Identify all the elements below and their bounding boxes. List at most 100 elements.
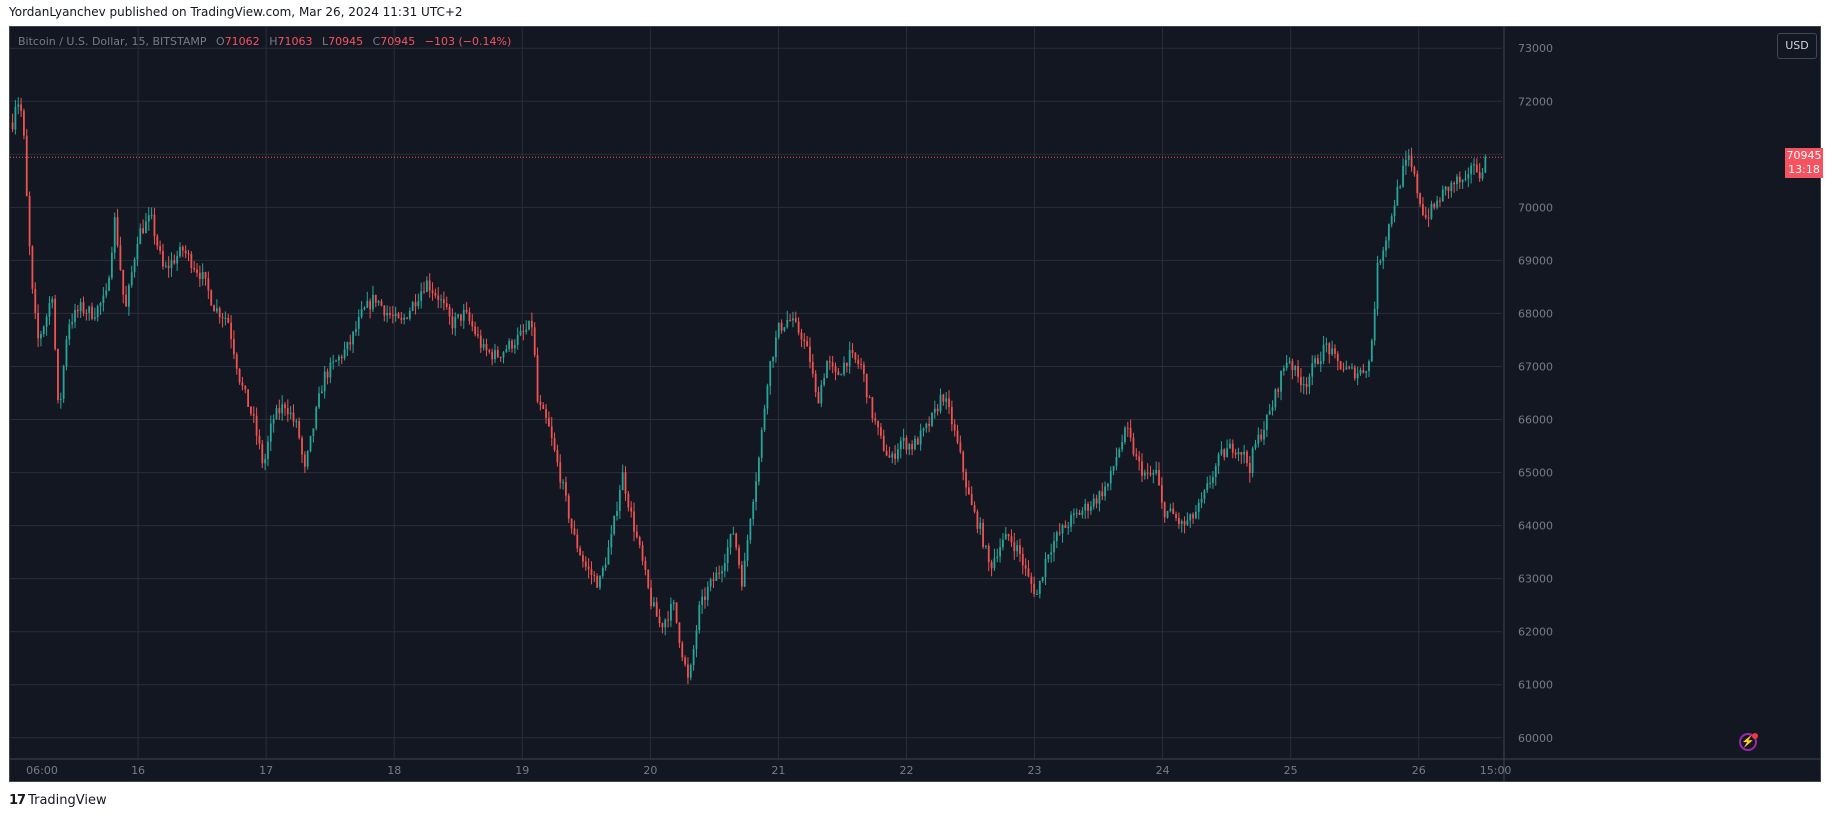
- candle-body: [1141, 461, 1143, 476]
- candle-body: [233, 339, 235, 355]
- candle-body: [905, 437, 908, 450]
- candle-body: [1422, 204, 1424, 215]
- candle-body: [1475, 164, 1478, 172]
- candle-body: [1010, 536, 1013, 543]
- candle-body: [247, 389, 249, 407]
- candle-body: [721, 570, 723, 574]
- candle-body: [1055, 532, 1058, 542]
- candle-body: [1467, 174, 1470, 179]
- candle-body: [1126, 427, 1129, 429]
- currency-button[interactable]: USD: [1777, 33, 1817, 59]
- candle-body: [494, 350, 496, 360]
- candle-body: [772, 357, 774, 362]
- candle-body: [582, 555, 584, 562]
- candle-body: [372, 294, 374, 310]
- candle-body: [1019, 545, 1021, 554]
- candle-body: [1021, 553, 1024, 566]
- candle-body: [684, 657, 687, 665]
- candle-body: [1036, 593, 1038, 595]
- candle-body: [241, 382, 244, 386]
- candle-body: [1084, 503, 1087, 511]
- candle-body: [1124, 427, 1126, 443]
- candle-body: [1322, 344, 1325, 362]
- candle-body: [1470, 165, 1473, 175]
- candle-body: [1359, 370, 1362, 374]
- candle-body: [1070, 514, 1072, 527]
- candle-body: [482, 344, 485, 348]
- candle-body: [664, 619, 667, 628]
- candle-body: [1345, 367, 1348, 370]
- candle-body: [1075, 512, 1078, 514]
- candle-body: [159, 245, 162, 251]
- candle-body: [255, 415, 258, 436]
- candle-body: [843, 362, 845, 375]
- candle-body: [1067, 526, 1070, 528]
- candle-body: [1368, 361, 1370, 372]
- candle-body: [352, 331, 354, 345]
- symbol-label[interactable]: Bitcoin / U.S. Dollar, 15, BITSTAMP: [18, 35, 207, 48]
- candle-body: [1453, 182, 1456, 185]
- candle-body: [250, 406, 252, 414]
- candle-body: [573, 528, 576, 535]
- price-chart[interactable]: 60000 61000 62000 63000 64000 65000 66000 67000…: [10, 27, 1820, 781]
- candle-body: [110, 252, 113, 278]
- candle-body: [462, 309, 465, 321]
- candle-body: [959, 442, 962, 452]
- candle-body: [465, 309, 468, 312]
- candle-body: [752, 501, 755, 520]
- candle-body: [187, 253, 190, 255]
- candle-body: [931, 412, 933, 426]
- candle-body: [1138, 456, 1141, 462]
- candle-body: [230, 322, 232, 340]
- candle-body: [1336, 353, 1339, 362]
- candle-body: [406, 317, 408, 319]
- candle-body: [193, 267, 196, 270]
- candle-body: [68, 324, 71, 340]
- candle-body: [1186, 520, 1189, 525]
- chart-frame[interactable]: Bitcoin / U.S. Dollar, 15, BITSTAMP O710…: [9, 26, 1823, 782]
- candle-body: [269, 423, 272, 442]
- candle-body: [1348, 367, 1351, 369]
- candle-body: [267, 441, 269, 460]
- tradingview-brand[interactable]: 17 TradingView: [9, 793, 107, 808]
- candle-body: [1387, 224, 1390, 241]
- candle-body: [973, 505, 976, 512]
- candle-body: [780, 322, 783, 331]
- lightning-icon[interactable]: ⚡: [1739, 733, 1758, 751]
- candle-body: [982, 522, 984, 547]
- last-price-value: 70945: [1786, 149, 1822, 163]
- time-tick-label: 23: [1028, 764, 1042, 777]
- candle-body: [343, 349, 346, 359]
- candle-body: [1041, 577, 1044, 582]
- candle-body: [996, 556, 999, 559]
- candle-body: [471, 321, 474, 327]
- candle-body: [1419, 193, 1421, 205]
- candle-body: [491, 351, 494, 360]
- candle-body: [355, 328, 357, 332]
- candle-body: [34, 288, 37, 314]
- candle-body: [1061, 525, 1064, 534]
- candle-body: [338, 356, 340, 361]
- candle-body: [956, 430, 959, 443]
- candle-body: [309, 435, 312, 452]
- candle-body: [281, 404, 284, 414]
- time-tick-label: 19: [515, 764, 529, 777]
- candle-body: [865, 373, 868, 398]
- candle-body: [652, 602, 655, 607]
- candle-body: [357, 316, 360, 329]
- candle-body: [834, 366, 837, 372]
- candle-body: [1319, 361, 1322, 364]
- candle-body: [1370, 340, 1373, 362]
- candle-body: [1214, 465, 1217, 478]
- time-tick-label: 25: [1284, 764, 1298, 777]
- candle-body: [1484, 157, 1487, 173]
- candle-body: [732, 533, 735, 535]
- candle-body: [936, 408, 939, 412]
- candle-body: [1433, 203, 1436, 208]
- candle-body: [814, 373, 817, 393]
- candle-body: [479, 335, 482, 348]
- candle-body: [740, 564, 743, 587]
- time-axis: 06:00 16 17 18 19 20 21 22 23 24 25 26 15:00: [10, 758, 1820, 777]
- candle-body: [1393, 205, 1396, 217]
- candle-body: [877, 420, 879, 428]
